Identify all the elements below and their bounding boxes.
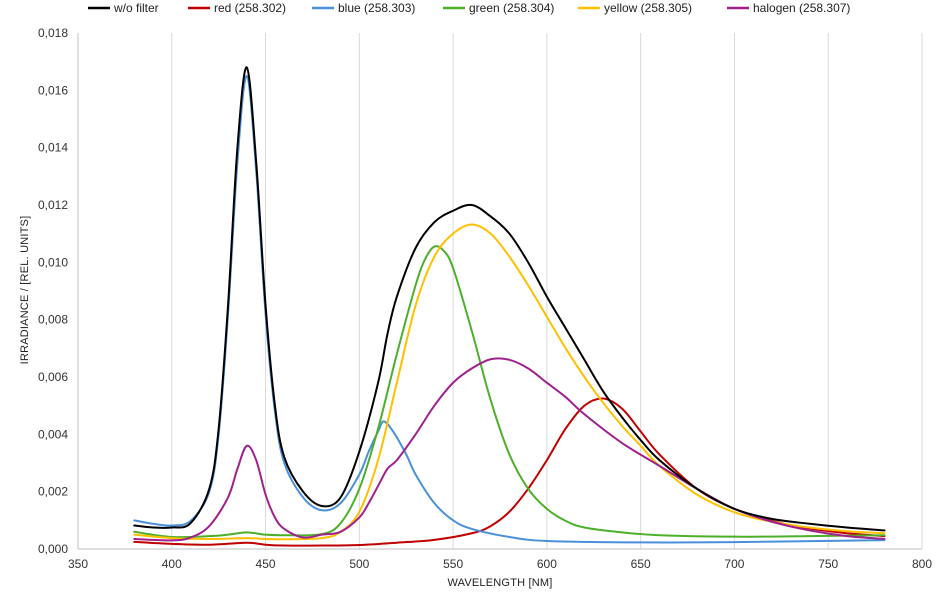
legend-label-blue: blue (258.303) [338,1,415,15]
grid [171,33,923,549]
x-tick-label: 650 [631,557,651,571]
series-line-red [133,397,886,547]
legend-label-green: green (258.304) [469,1,554,15]
x-tick-label: 800 [912,557,932,571]
x-tick-label: 400 [162,557,182,571]
y-tick-label: 0,012 [38,198,68,212]
x-tick-label: 450 [256,557,276,571]
legend-label-yellow: yellow (258.305) [604,1,692,15]
y-tick-label: 0,000 [38,542,68,556]
series-line-wo [133,66,886,532]
y-tick-label: 0,010 [38,255,68,269]
x-tick-label: 350 [68,557,88,571]
x-tick-label: 550 [443,557,463,571]
x-tick-label: 750 [818,557,838,571]
x-tick-label: 600 [537,557,557,571]
y-tick-label: 0,008 [38,313,68,327]
y-tick-label: 0,014 [38,141,68,155]
y-tick-label: 0,004 [38,427,68,441]
x-tick-label: 700 [724,557,744,571]
series-line-yellow [133,223,886,541]
y-tick-label: 0,002 [38,485,68,499]
legend-label-red: red (258.302) [214,1,286,15]
legend-label-wo: w/o filter [113,1,159,15]
legend-label-halogen: halogen (258.307) [753,1,850,15]
legend: w/o filter red (258.302) blue (258.303) gre… [88,1,850,15]
series-lines [133,66,886,547]
x-tick-label: 500 [349,557,369,571]
y-tick-label: 0,018 [38,26,68,40]
series-line-halogen [133,357,886,542]
y-axis-title: IRRADIANCE / [REL. UNITS] [19,216,31,365]
x-axis-title: WAVELENGTH [NM] [447,577,552,589]
y-tick-label: 0,016 [38,83,68,97]
series-line-blue [133,74,886,544]
y-tick-label: 0,006 [38,370,68,384]
series-line-green [133,245,886,539]
axes: 350 400 450 500 550 600 650 700 750 800 0,000 0,002… [38,26,932,571]
